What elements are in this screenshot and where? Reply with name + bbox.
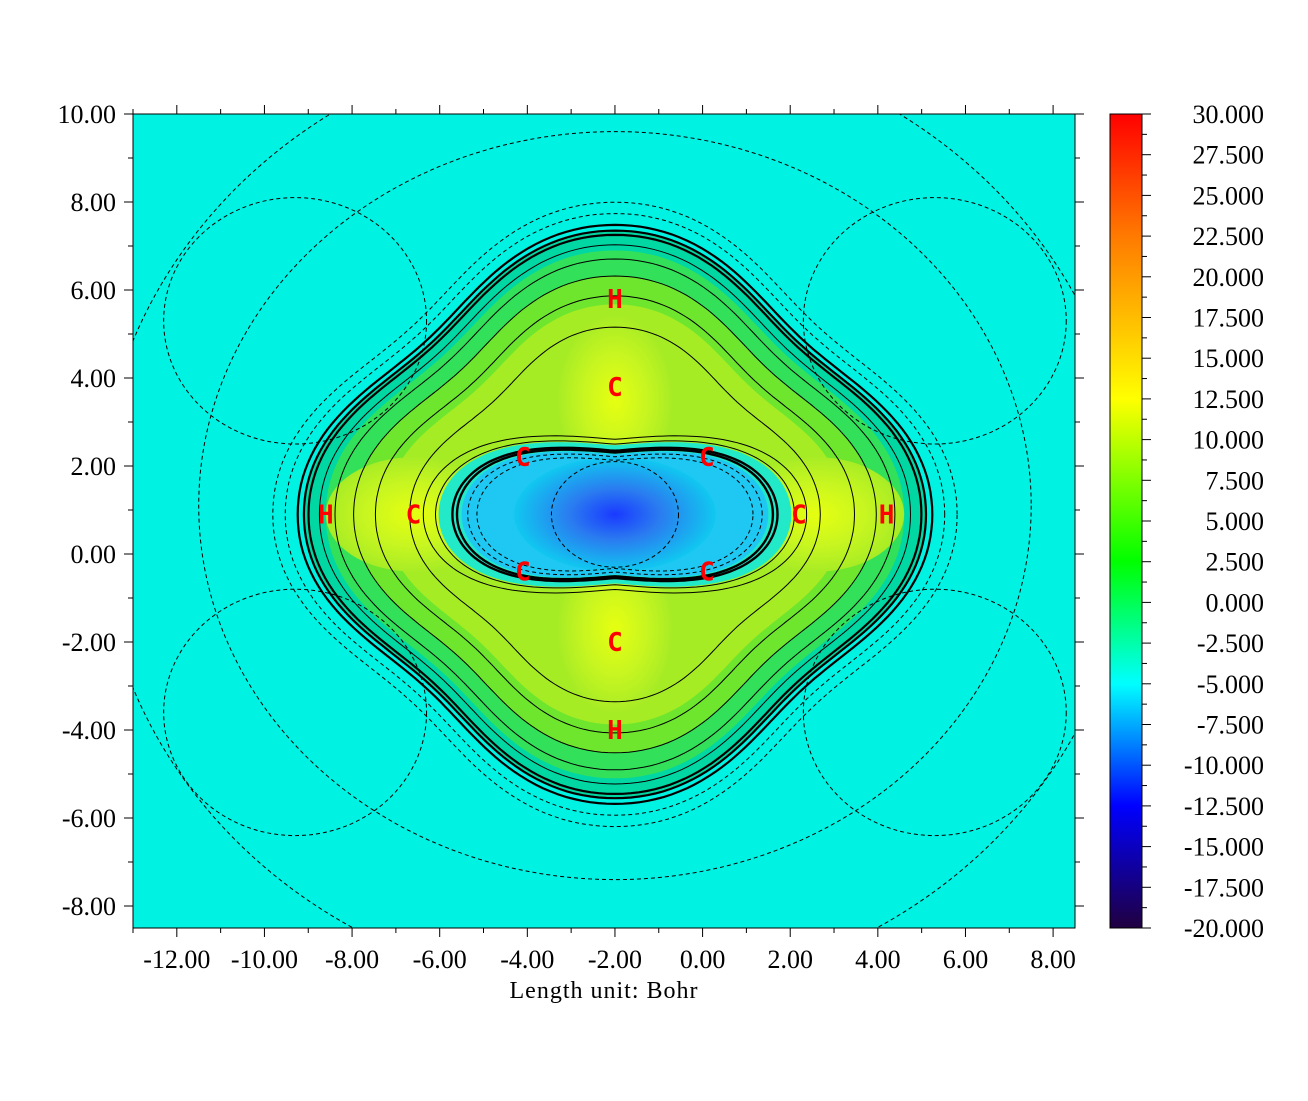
contour-inner-solid-0 bbox=[422, 435, 808, 594]
plot-frame bbox=[132, 113, 1076, 929]
colorbar-tick-label: -15.000 bbox=[1184, 833, 1264, 862]
contour-inner-boundary-1 bbox=[455, 448, 775, 581]
atom-label-c: C bbox=[607, 373, 623, 403]
x-tick-label: 0.00 bbox=[680, 945, 726, 974]
contour-side-dashed-1 bbox=[802, 197, 1067, 445]
atom-label-h: H bbox=[879, 500, 895, 530]
colorbar-tick-label: 0.000 bbox=[1206, 588, 1265, 617]
atom-label-c: C bbox=[406, 500, 422, 530]
x-tick-label: -12.00 bbox=[143, 945, 210, 974]
colorbar-tick-label: -17.500 bbox=[1184, 873, 1264, 902]
axes: -12.00 -10.00 -8.00 -6.00 -4.00 -2.00 0.00 2.00… bbox=[58, 100, 1084, 974]
contour-dashed-0 bbox=[272, 201, 958, 828]
atom-label-c: C bbox=[515, 558, 531, 588]
y-tick-label: -4.00 bbox=[62, 716, 116, 745]
colorbar-tick-label: -2.500 bbox=[1197, 629, 1264, 658]
colorbar-tick-label: 27.500 bbox=[1193, 141, 1265, 170]
contour-solid-2 bbox=[353, 275, 877, 754]
colorbar-tick-label: 20.000 bbox=[1193, 263, 1265, 292]
x-tick-label: 6.00 bbox=[943, 945, 989, 974]
atom-label-h: H bbox=[607, 285, 623, 315]
contour-solid-3 bbox=[374, 295, 856, 734]
contour-dashed-outer-ellipse bbox=[198, 131, 1032, 881]
colorbar-tick-label: 22.500 bbox=[1193, 222, 1265, 251]
colorbar-tick-label: -10.000 bbox=[1184, 751, 1264, 780]
contour-solid-0 bbox=[318, 244, 912, 785]
y-tick-label: -8.00 bbox=[62, 892, 116, 921]
y-tick-label: -6.00 bbox=[62, 804, 116, 833]
colorbar-tick-label: -7.500 bbox=[1197, 711, 1264, 740]
contour-inner-dashed-0 bbox=[467, 453, 763, 576]
contour-lines bbox=[133, 114, 1075, 928]
y-tick-label: 4.00 bbox=[71, 364, 117, 393]
colorbar-tick-label: -20.000 bbox=[1184, 914, 1264, 943]
colorbar-tick-label: -5.000 bbox=[1197, 670, 1264, 699]
atom-label-c: C bbox=[607, 628, 623, 658]
x-tick-label: 4.00 bbox=[855, 945, 901, 974]
contour-plot-area: H C C C H C C H C C C H bbox=[132, 113, 1076, 929]
x-tick-label: -6.00 bbox=[413, 945, 467, 974]
contour-center-dashed bbox=[550, 461, 679, 568]
atom-label-c: C bbox=[791, 500, 807, 530]
field-center-minimum bbox=[514, 457, 716, 572]
contour-side-dashed-0 bbox=[163, 197, 428, 445]
atom-labels: H C C C H C C H C C C H bbox=[318, 285, 894, 746]
x-tick-label: -2.00 bbox=[588, 945, 642, 974]
contour-side-dashed-2 bbox=[163, 588, 428, 837]
atom-label-c: C bbox=[699, 558, 715, 588]
contour-inner-dashed-1 bbox=[476, 457, 754, 572]
y-tick-label: -2.00 bbox=[62, 628, 116, 657]
colorbar-tick-label: 5.000 bbox=[1206, 507, 1265, 536]
contour-boundary-1 bbox=[302, 229, 928, 800]
colorbar-tick-label: 12.500 bbox=[1193, 385, 1265, 414]
contour-solid-1 bbox=[334, 258, 896, 771]
colorbar-tick-label: 2.500 bbox=[1206, 548, 1265, 577]
contour-inner-solid-1 bbox=[434, 440, 795, 589]
y-tick-label: 8.00 bbox=[71, 188, 117, 217]
contour-side-dashed-3 bbox=[802, 588, 1067, 837]
atom-label-h: H bbox=[318, 500, 334, 530]
contour-dashed-1 bbox=[284, 213, 946, 816]
atom-label-c: C bbox=[515, 443, 531, 473]
colorbar-tick-label: 15.000 bbox=[1193, 344, 1265, 373]
y-tick-label: 10.00 bbox=[58, 100, 117, 129]
colorbar: 30.000 27.500 25.000 22.500 20.000 17.500 15.0… bbox=[1109, 100, 1265, 943]
colorbar-tick-label: 25.000 bbox=[1193, 181, 1265, 210]
colorbar-tick-label: 10.000 bbox=[1193, 426, 1265, 455]
contour-boundary-0 bbox=[296, 223, 934, 806]
atom-label-c: C bbox=[699, 443, 715, 473]
x-tick-label: 8.00 bbox=[1030, 945, 1076, 974]
atom-label-h: H bbox=[607, 716, 623, 746]
colorbar-gradient bbox=[1109, 113, 1143, 929]
y-tick-label: 6.00 bbox=[71, 276, 117, 305]
x-tick-label: -10.00 bbox=[231, 945, 298, 974]
y-tick-label: 0.00 bbox=[71, 540, 117, 569]
x-axis-title: Length unit: Bohr bbox=[510, 978, 699, 1004]
colorbar-tick-label: 7.500 bbox=[1206, 466, 1265, 495]
x-tick-label: 2.00 bbox=[767, 945, 813, 974]
colorbar-tick-label: 30.000 bbox=[1193, 100, 1265, 129]
colorbar-tick-label: -12.500 bbox=[1184, 792, 1264, 821]
x-tick-label: -4.00 bbox=[500, 945, 554, 974]
colorbar-tick-label: 17.500 bbox=[1193, 304, 1265, 333]
contour-solid-4 bbox=[409, 326, 821, 703]
contour-boundary-2 bbox=[307, 233, 923, 796]
x-tick-label: -8.00 bbox=[325, 945, 379, 974]
y-tick-label: 2.00 bbox=[71, 452, 117, 481]
contour-inner-boundary-0 bbox=[451, 446, 779, 583]
